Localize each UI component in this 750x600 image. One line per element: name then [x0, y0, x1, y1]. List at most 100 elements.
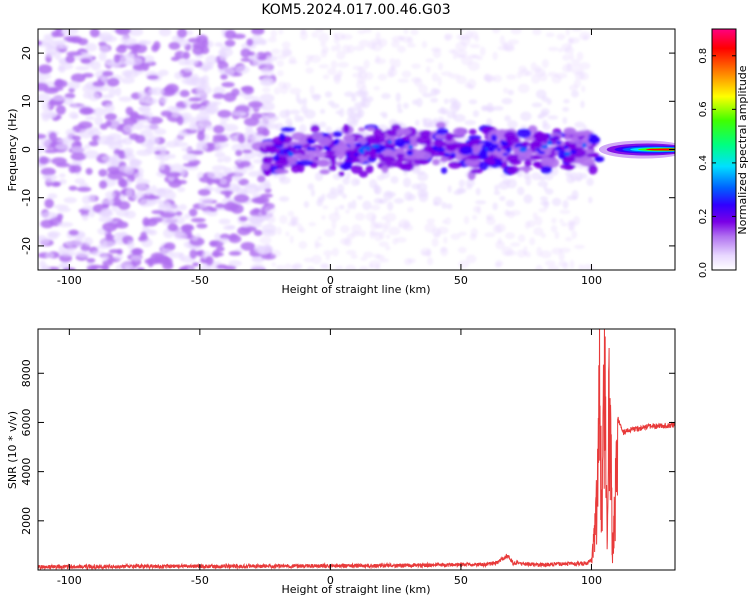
spectrogram-blob [120, 34, 130, 44]
spectrogram-blob [261, 161, 270, 171]
spectrogram-blob [161, 215, 175, 226]
spectrogram-blob [212, 134, 227, 140]
spectrogram-blob [123, 165, 135, 176]
spectrogram-blob [168, 41, 181, 50]
spectrogram-blob [531, 102, 543, 108]
spectrogram-blob [466, 154, 481, 161]
spectrogram-blob [392, 238, 398, 245]
spectrogram-blob [70, 152, 87, 161]
spectrogram-blob [186, 30, 194, 36]
spectrogram-blob [588, 135, 601, 144]
spectrogram-blob [521, 141, 530, 147]
spectrogram-blob [534, 65, 542, 74]
spectrogram-blob [243, 94, 255, 101]
spectrogram-blob [158, 29, 172, 37]
spectrogram-blob [433, 139, 444, 147]
spectrogram-blob [315, 29, 324, 34]
spectrogram-blob [355, 142, 362, 147]
spectrogram-blob [571, 189, 579, 200]
spectrogram-image [38, 29, 675, 270]
spectrogram-blob [188, 97, 202, 102]
spectrogram-blob [84, 144, 91, 149]
spectrogram-blob [458, 179, 466, 188]
spectrogram-blob [540, 166, 553, 175]
spectrogram-blob [388, 226, 401, 236]
spectrogram-blob [449, 102, 460, 113]
spectrogram-blob [107, 166, 122, 174]
spectrogram-blob [239, 160, 251, 168]
spectrogram-blob [228, 260, 242, 267]
spectrogram-blob [104, 103, 115, 113]
spectrogram-blob [394, 137, 406, 148]
spectrogram-blob [83, 236, 94, 247]
spectrogram-blob [375, 149, 382, 154]
spectrogram-blob [155, 145, 167, 151]
spectrogram-blob [195, 250, 203, 256]
spectrogram-blob [190, 217, 206, 223]
spectrogram-blob [581, 142, 587, 148]
spectrogram-blob [374, 57, 387, 65]
spectrogram-blob [486, 217, 496, 226]
spectrogram-blob [582, 263, 594, 270]
spectrogram-blob [576, 51, 584, 61]
spectrogram-blob [425, 58, 435, 63]
spectrogram-blob [303, 200, 310, 208]
spectrogram-blob [543, 157, 550, 164]
spectrogram-blob [406, 150, 414, 156]
spectrogram-blob [44, 149, 59, 154]
spectrogram-blob [38, 156, 49, 165]
spectrogram-blob [334, 138, 340, 144]
spectrogram-blob [359, 150, 365, 155]
spectrogram-blob [559, 209, 571, 215]
spectrogram-blob [219, 116, 230, 122]
spectrogram-blob [219, 178, 228, 185]
spectrogram-blob [327, 67, 337, 76]
spectrogram-blob [68, 164, 77, 174]
spectrogram-blob [276, 70, 284, 77]
spectrogram-blob [252, 59, 263, 67]
spectrogram-blob [484, 232, 496, 238]
spectrogram-blob [319, 108, 326, 115]
spectrogram-blobs [38, 29, 605, 270]
colorbar-tick-label: 0.6 [698, 101, 709, 117]
spectrogram-blob [153, 40, 161, 50]
spectrogram-blob [223, 201, 239, 212]
spectrogram-blob [264, 204, 276, 215]
spectrogram-blob [470, 168, 483, 174]
spectrogram-blob [123, 124, 135, 133]
spectrogram-blob [160, 110, 173, 117]
colorbar-tick-label: 0.4 [698, 155, 709, 171]
spectrogram-blob [345, 209, 350, 214]
spectrogram-blob [431, 237, 439, 247]
spectrogram-blob [205, 55, 218, 65]
spectrogram-blob [262, 128, 270, 137]
spectrogram-blob [105, 191, 116, 199]
spectrogram-blob [240, 241, 255, 251]
spectrogram-blob [71, 146, 86, 153]
spectrogram-blob [325, 255, 331, 261]
spectrogram-blob [580, 100, 585, 109]
spectrogram-blob [401, 36, 412, 43]
spectrogram-blob [342, 44, 350, 55]
spectrogram-blob [415, 119, 420, 126]
snr-frame [37, 328, 676, 571]
spectrogram-blob [574, 121, 585, 128]
spectrogram-blob [62, 136, 74, 145]
spectrogram-blob [235, 149, 243, 157]
spectrogram-blob [291, 132, 306, 141]
spectrogram-blob [430, 47, 442, 53]
spectrogram-blob [517, 234, 526, 243]
spectrogram-blob [529, 142, 544, 149]
spectrogram-blob [120, 77, 135, 84]
spectrogram-blob [214, 151, 226, 158]
spectrogram-blob [418, 84, 428, 94]
spectrogram-blob [124, 52, 135, 59]
spectrogram-blob [220, 74, 228, 80]
spectrogram-blob [323, 228, 336, 238]
spectrogram-blob [339, 107, 345, 118]
spectrogram-blob [257, 175, 266, 183]
spectrogram-blob [176, 115, 184, 126]
spectrogram-blob [289, 235, 294, 244]
spectrogram-blob [588, 196, 593, 204]
spectrogram-blob [279, 109, 290, 119]
